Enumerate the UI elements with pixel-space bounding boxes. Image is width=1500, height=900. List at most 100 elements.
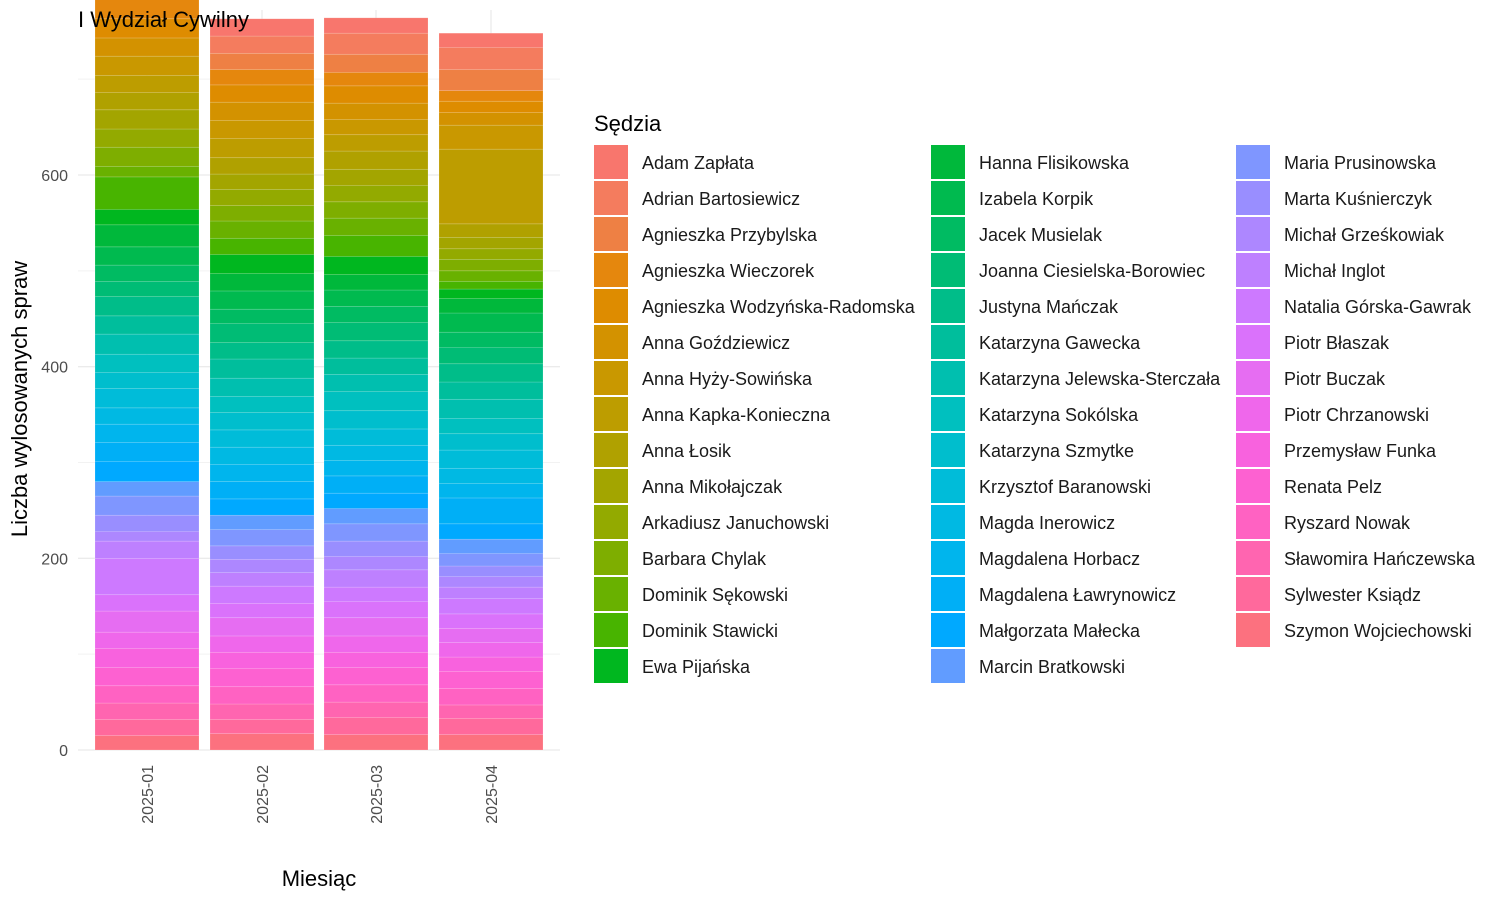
bar-segment xyxy=(209,651,315,669)
bar-segment xyxy=(438,598,544,615)
legend-key xyxy=(931,145,965,179)
legend-label: Renata Pelz xyxy=(1284,477,1382,497)
bar-segment xyxy=(209,189,315,206)
legend-key xyxy=(931,505,965,539)
bar-segment xyxy=(209,572,315,587)
bar-segment xyxy=(323,357,429,375)
legend-label: Sławomira Hańczewska xyxy=(1284,549,1476,569)
bar-segment xyxy=(323,617,429,637)
bar-segment xyxy=(438,90,544,102)
bar-segment xyxy=(323,185,429,203)
legend-label: Maria Prusinowska xyxy=(1284,153,1437,173)
legend-label: Ryszard Nowak xyxy=(1284,513,1411,533)
bar-segment xyxy=(209,585,315,604)
legend-label: Michał Inglot xyxy=(1284,261,1385,281)
bar-segment xyxy=(323,305,429,323)
bar-segment xyxy=(209,173,315,190)
bar-segment xyxy=(209,84,315,103)
bar-segment xyxy=(209,273,315,292)
x-axis-title: Miesiąc xyxy=(282,866,357,891)
bar-segment xyxy=(209,342,315,360)
legend-label: Joanna Ciesielska-Borowiec xyxy=(979,261,1205,281)
bar-segment xyxy=(209,668,315,688)
bar-segment xyxy=(209,558,315,574)
bar-segment xyxy=(323,569,429,588)
bar-segment xyxy=(323,475,429,494)
legend-label: Anna Mikołajczak xyxy=(642,477,783,497)
bar-segment xyxy=(438,538,544,554)
bar-segment xyxy=(323,701,429,718)
bar-segment xyxy=(323,102,429,120)
legend-title: Sędzia xyxy=(594,111,662,136)
y-tick-label: 200 xyxy=(41,551,68,568)
bar-segment xyxy=(209,35,315,54)
legend-key xyxy=(594,361,628,395)
legend-label: Magdalena Horbacz xyxy=(979,549,1140,569)
bar-segment xyxy=(209,545,315,560)
bar-segment xyxy=(438,671,544,689)
bar-segment xyxy=(94,372,200,390)
bar-segment xyxy=(209,69,315,86)
legend-label: Jacek Musielak xyxy=(979,225,1103,245)
legend-key xyxy=(931,361,965,395)
legend-key xyxy=(931,397,965,431)
legend-key xyxy=(931,577,965,611)
legend-key xyxy=(594,145,628,179)
legend-key xyxy=(594,505,628,539)
bar-segment xyxy=(323,274,429,291)
bar-segment xyxy=(438,47,544,70)
bar-segment xyxy=(438,32,544,48)
legend-label: Katarzyna Sokólska xyxy=(979,405,1139,425)
bar-segment xyxy=(209,396,315,413)
bar-segment xyxy=(209,719,315,735)
bar-segment xyxy=(94,667,200,687)
legend-key xyxy=(1236,541,1270,575)
legend-key xyxy=(931,217,965,251)
bar-segment xyxy=(438,112,544,126)
bar-segment xyxy=(438,523,544,540)
legend-key xyxy=(594,433,628,467)
legend-label: Adam Zapłata xyxy=(642,153,755,173)
bar-segment xyxy=(209,733,315,751)
legend-label: Anna Łosik xyxy=(642,441,732,461)
bar-segment xyxy=(209,290,315,310)
bar-segment xyxy=(323,150,429,170)
bar-segment xyxy=(94,92,200,111)
bar-segment xyxy=(209,412,315,431)
legend-key xyxy=(1236,253,1270,287)
bar-segment xyxy=(94,702,200,720)
bar-segment xyxy=(94,224,200,248)
bar-segment xyxy=(438,449,544,469)
legend-label: Adrian Bartosiewicz xyxy=(642,189,800,209)
bar-segment xyxy=(94,514,200,532)
bar-segment xyxy=(94,719,200,736)
bar-segment xyxy=(438,418,544,435)
bar-segment xyxy=(438,236,544,250)
bar-segment xyxy=(438,497,544,525)
bar-segment xyxy=(323,556,429,571)
bar-segment xyxy=(209,358,315,379)
y-tick-label: 400 xyxy=(41,360,68,377)
legend-key xyxy=(1236,613,1270,647)
bar-segment xyxy=(438,576,544,588)
bar-segment xyxy=(94,531,200,542)
bar-segment xyxy=(209,254,315,275)
bar-segment xyxy=(323,289,429,307)
bar-segment xyxy=(209,323,315,344)
bar-segment xyxy=(94,264,200,282)
bar-segment xyxy=(94,246,200,266)
bar-segment xyxy=(323,32,429,55)
legend-label: Ewa Pijańska xyxy=(642,657,751,677)
bar-segment xyxy=(323,508,429,525)
bar-segment xyxy=(323,256,429,275)
bar-segment xyxy=(209,603,315,619)
legend-key xyxy=(594,541,628,575)
bar-segment xyxy=(209,514,315,530)
bar-segment xyxy=(323,322,429,342)
bar-segment xyxy=(323,540,429,557)
legend-key xyxy=(931,433,965,467)
bar-segment xyxy=(94,166,200,178)
legend-key xyxy=(1236,145,1270,179)
legend-label: Piotr Chrzanowski xyxy=(1284,405,1429,425)
